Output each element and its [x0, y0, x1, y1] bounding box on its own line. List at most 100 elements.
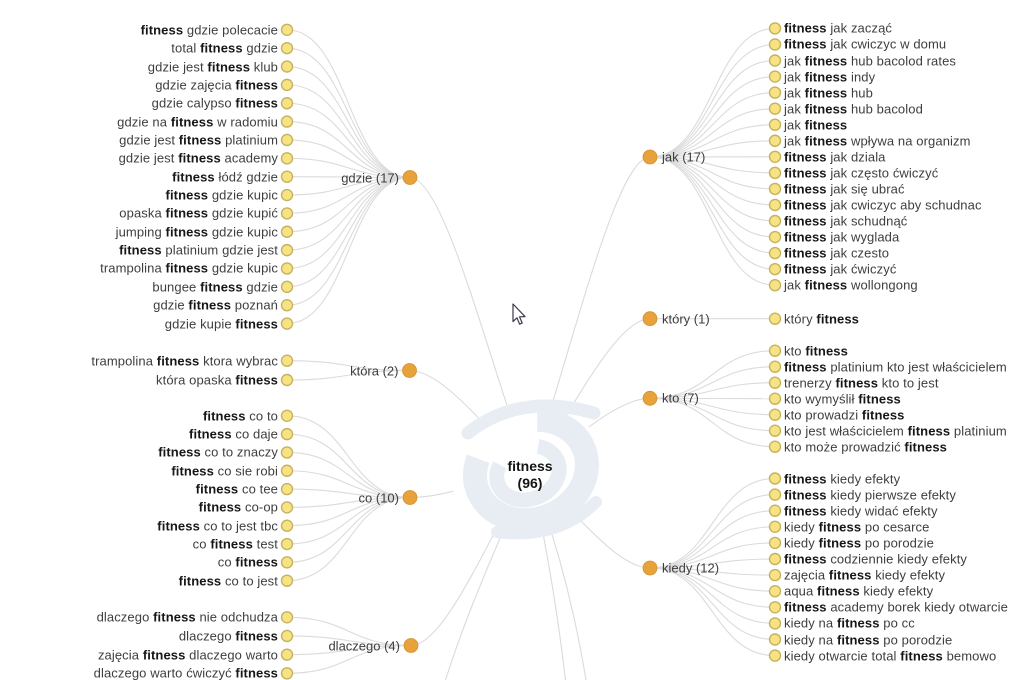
leaf-dot[interactable] — [280, 464, 294, 477]
leaf-dot[interactable] — [768, 424, 782, 437]
leaf-dot[interactable] — [280, 170, 294, 183]
leaf-label[interactable]: fitness jak dziala — [784, 149, 886, 165]
branch-label-dlaczego[interactable]: dlaczego (4) — [328, 638, 400, 653]
leaf-dot[interactable] — [280, 537, 294, 551]
leaf-label[interactable]: fitness kiedy widać efekty — [784, 503, 938, 519]
leaf-dot[interactable] — [768, 520, 782, 533]
leaf-dot[interactable] — [280, 207, 294, 220]
leaf-label[interactable]: zajęcia fitness kiedy efekty — [784, 567, 946, 583]
leaf-dot[interactable] — [280, 501, 294, 514]
leaf-dot[interactable] — [280, 667, 294, 680]
leaf-label[interactable]: co fitness — [217, 554, 278, 570]
center-keyword-node[interactable]: fitness (96) — [507, 458, 552, 492]
leaf-dot[interactable] — [768, 86, 782, 99]
leaf-label[interactable]: fitness co tee — [195, 481, 278, 497]
leaf-dot[interactable] — [280, 78, 294, 92]
leaf-dot[interactable] — [768, 408, 782, 421]
leaf-label[interactable]: fitness platinium kto jest właścicielem — [784, 359, 1007, 375]
leaf-label[interactable]: fitness gdzie kupic — [165, 187, 278, 203]
leaf-label[interactable]: jak fitness — [784, 117, 848, 133]
leaf-label[interactable]: kto fitness — [784, 343, 848, 359]
leaf-label[interactable]: fitness codziennie kiedy efekty — [784, 551, 968, 567]
leaf-label[interactable]: gdzie jest fitness academy — [118, 150, 278, 166]
leaf-dot[interactable] — [768, 150, 782, 164]
branch-dot[interactable] — [642, 390, 658, 406]
leaf-label[interactable]: fitness co to — [202, 408, 278, 424]
leaf-dot[interactable] — [768, 344, 782, 357]
branch-dot[interactable] — [402, 363, 417, 378]
leaf-label[interactable]: zajęcia fitness dlaczego warto — [97, 647, 278, 663]
leaf-dot[interactable] — [280, 373, 294, 387]
leaf-label[interactable]: fitness jak cwiczyc aby schudnac — [784, 197, 982, 213]
leaf-dot[interactable] — [768, 633, 782, 646]
leaf-dot[interactable] — [280, 262, 294, 275]
leaf-dot[interactable] — [768, 262, 782, 276]
leaf-label[interactable]: kto jest właścicielem fitness platinium — [784, 423, 1007, 439]
leaf-dot[interactable] — [768, 536, 782, 550]
branch-label-gdzie[interactable]: gdzie (17) — [341, 170, 399, 185]
leaf-label[interactable]: fitness co to jest — [178, 573, 278, 589]
leaf-dot[interactable] — [280, 188, 294, 202]
leaf-dot[interactable] — [280, 225, 294, 238]
leaf-label[interactable]: fitness jak czesto — [784, 245, 890, 261]
leaf-dot[interactable] — [768, 70, 782, 83]
leaf-dot[interactable] — [280, 446, 294, 459]
leaf-label[interactable]: fitness co daje — [189, 426, 278, 442]
leaf-dot[interactable] — [768, 440, 782, 453]
leaf-dot[interactable] — [768, 166, 782, 180]
leaf-dot[interactable] — [768, 230, 782, 244]
branch-dot[interactable] — [642, 311, 658, 327]
leaf-label[interactable]: kiedy na fitness po porodzie — [784, 632, 953, 647]
leaf-label[interactable]: total fitness gdzie — [171, 40, 278, 56]
leaf-label[interactable]: kiedy fitness po porodzie — [784, 535, 934, 551]
leaf-label[interactable]: która opaska fitness — [156, 372, 278, 388]
leaf-dot[interactable] — [280, 317, 294, 330]
branch-label-kto[interactable]: kto (7) — [662, 390, 699, 406]
leaf-label[interactable]: opaska fitness gdzie kupić — [119, 205, 278, 221]
leaf-dot[interactable] — [280, 115, 294, 128]
leaf-label[interactable]: fitness jak cwiczyc w domu — [784, 36, 947, 52]
leaf-label[interactable]: kiedy fitness po cesarce — [784, 519, 930, 535]
branch-label-który[interactable]: który (1) — [662, 311, 710, 327]
leaf-dot[interactable] — [768, 472, 782, 485]
leaf-label[interactable]: dlaczego warto ćwiczyć fitness — [93, 665, 278, 680]
leaf-label[interactable]: gdzie calypso fitness — [151, 95, 278, 111]
leaf-dot[interactable] — [280, 60, 294, 73]
leaf-label[interactable]: aqua fitness kiedy efekty — [784, 583, 934, 599]
leaf-dot[interactable] — [768, 102, 782, 115]
leaf-label[interactable]: fitness jak wyglada — [784, 229, 900, 245]
leaf-dot[interactable] — [768, 312, 782, 325]
leaf-label[interactable]: trenerzy fitness kto to jest — [784, 375, 939, 391]
leaf-dot[interactable] — [280, 629, 294, 643]
leaf-dot[interactable] — [768, 54, 782, 67]
leaf-dot[interactable] — [280, 280, 294, 294]
leaf-dot[interactable] — [280, 243, 294, 257]
branch-label-co[interactable]: co (10) — [358, 490, 399, 505]
leaf-label[interactable]: gdzie jest fitness klub — [147, 59, 278, 75]
branch-label-która[interactable]: która (2) — [350, 363, 399, 378]
leaf-dot[interactable] — [280, 482, 294, 496]
leaf-dot[interactable] — [280, 427, 294, 441]
branch-dot[interactable] — [642, 149, 658, 165]
leaf-label[interactable]: dlaczego fitness — [178, 628, 278, 644]
leaf-label[interactable]: jak fitness hub bacolod rates — [784, 53, 957, 68]
leaf-dot[interactable] — [768, 279, 782, 292]
leaf-label[interactable]: fitness platinium gdzie jest — [119, 242, 278, 258]
branch-label-kiedy[interactable]: kiedy (12) — [662, 560, 720, 576]
leaf-dot[interactable] — [768, 392, 782, 405]
branch-dot[interactable] — [402, 170, 418, 185]
leaf-dot[interactable] — [280, 354, 294, 367]
leaf-label[interactable]: jak fitness indy — [784, 69, 876, 85]
leaf-label[interactable]: co fitness test — [192, 536, 278, 552]
leaf-label[interactable]: trampolina fitness gdzie kupic — [100, 260, 278, 276]
leaf-label[interactable]: gdzie zajęcia fitness — [155, 77, 278, 93]
leaf-dot[interactable] — [768, 22, 782, 35]
leaf-label[interactable]: trampolina fitness ktora wybrac — [91, 353, 278, 369]
leaf-dot[interactable] — [768, 488, 782, 501]
leaf-label[interactable]: gdzie fitness poznań — [153, 297, 278, 313]
leaf-label[interactable]: jak fitness hub bacolod — [784, 101, 923, 117]
leaf-label[interactable]: dlaczego fitness nie odchudza — [96, 609, 278, 625]
leaf-label[interactable]: gdzie kupie fitness — [164, 316, 278, 332]
branch-dot[interactable] — [642, 560, 658, 576]
leaf-dot[interactable] — [280, 519, 294, 532]
